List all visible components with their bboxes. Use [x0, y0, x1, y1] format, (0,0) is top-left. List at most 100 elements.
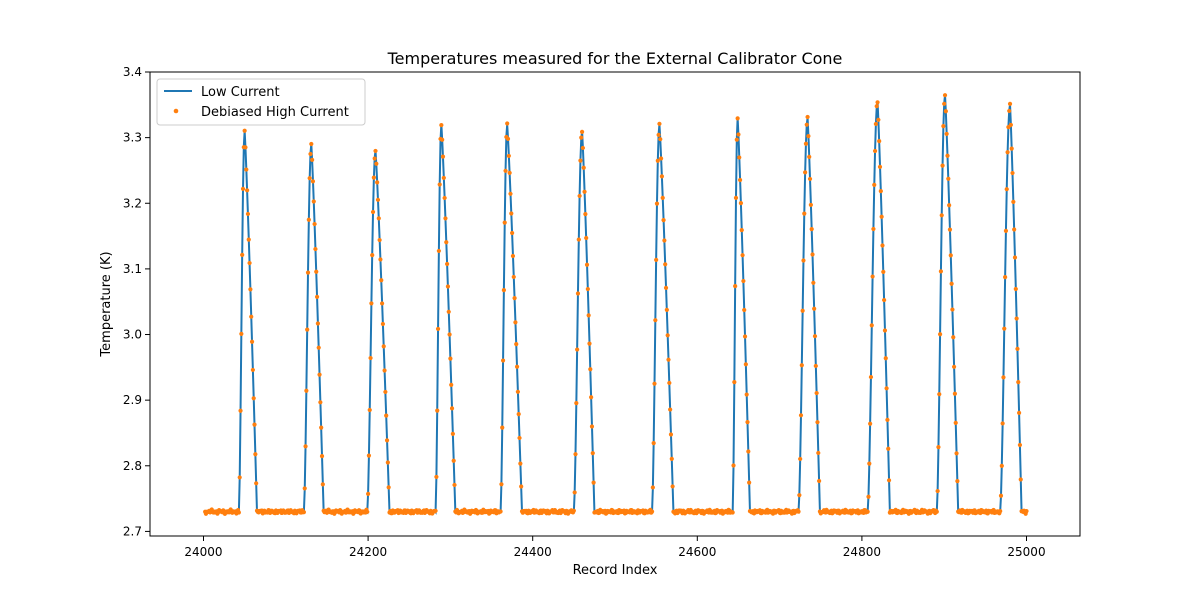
- x-tick-label: 24000: [184, 545, 222, 559]
- scatter-point: [240, 186, 246, 191]
- scatter-point: [883, 356, 888, 361]
- scatter-point: [452, 482, 457, 488]
- scatter-point: [810, 252, 815, 257]
- scatter-point: [660, 195, 665, 200]
- scatter-point: [310, 179, 316, 184]
- scatter-point: [303, 444, 308, 449]
- scatter-point: [934, 509, 939, 514]
- scatter-point: [370, 209, 376, 215]
- scatter-point: [437, 182, 442, 187]
- legend: Low Current Debiased High Current: [156, 78, 366, 126]
- scatter-point: [576, 237, 581, 242]
- scatter-point: [1003, 228, 1009, 233]
- scatter-point: [814, 390, 819, 396]
- y-tick-label: 3.1: [123, 262, 142, 276]
- scatter-point: [446, 309, 451, 314]
- scatter-point: [662, 238, 667, 243]
- scatter-point: [869, 323, 874, 328]
- scatter-point: [651, 440, 656, 446]
- x-tick-label: 24800: [843, 545, 881, 559]
- scatter-point: [868, 421, 873, 426]
- scatter-point: [385, 460, 390, 465]
- scatter-point: [666, 357, 671, 362]
- scatter-point: [665, 333, 670, 338]
- scatter-point: [245, 188, 250, 193]
- scatter-point: [498, 509, 503, 514]
- scatter-point: [253, 452, 258, 457]
- scatter-point: [365, 509, 370, 514]
- scatter-point: [658, 137, 663, 142]
- scatter-point: [509, 211, 514, 216]
- scatter-point: [444, 240, 449, 245]
- scatter-point: [738, 177, 743, 183]
- scatter-point: [302, 486, 307, 491]
- scatter-point: [742, 334, 748, 339]
- scatter-point: [386, 485, 391, 490]
- scatter-point: [301, 510, 306, 515]
- legend-scatter-swatch: [173, 108, 179, 114]
- scatter-point: [449, 382, 454, 387]
- scatter-point: [796, 509, 801, 514]
- scatter-point: [375, 197, 381, 202]
- scatter-point: [949, 281, 954, 286]
- scatter-point: [436, 248, 441, 254]
- scatter-point: [1024, 509, 1029, 514]
- scatter-point: [577, 193, 582, 199]
- scatter-point: [499, 482, 504, 487]
- scatter-point: [668, 407, 673, 412]
- scatter-point: [368, 355, 373, 361]
- scatter-point: [740, 253, 745, 258]
- scatter-point: [812, 306, 817, 311]
- scatter-point: [500, 358, 506, 363]
- scatter-point: [314, 269, 319, 274]
- scatter-point: [802, 211, 807, 216]
- scatter-point: [320, 482, 325, 487]
- scatter-point: [945, 153, 950, 158]
- scatter-point: [998, 493, 1004, 498]
- scatter-point: [803, 141, 809, 146]
- scatter-point: [886, 478, 892, 483]
- scatter-point: [937, 392, 942, 397]
- scatter-point: [1017, 442, 1023, 448]
- scatter-point: [1015, 346, 1020, 351]
- scatter-point: [669, 456, 674, 461]
- scatter-point: [946, 176, 951, 181]
- scatter-point: [514, 364, 520, 369]
- scatter-point: [440, 154, 446, 159]
- plot-area: [203, 93, 1029, 516]
- scatter-point: [1009, 146, 1014, 151]
- scatter-point: [373, 148, 378, 154]
- scatter-point: [797, 493, 802, 498]
- scatter-point: [747, 480, 752, 485]
- scatter-point: [590, 451, 595, 456]
- scatter-point: [240, 252, 245, 257]
- scatter-point: [1004, 187, 1009, 192]
- scatter-point: [866, 494, 871, 499]
- scatter-point: [371, 175, 376, 180]
- scatter-point: [435, 326, 441, 332]
- scatter-point: [574, 401, 579, 406]
- scatter-point: [874, 104, 879, 109]
- scatter-point: [661, 217, 666, 223]
- y-tick-label: 2.7: [123, 524, 142, 538]
- scatter-point: [247, 260, 252, 266]
- scatter-point: [812, 334, 818, 339]
- scatter-point: [886, 446, 891, 451]
- scatter-point: [657, 121, 662, 126]
- scatter-point: [663, 285, 669, 290]
- scatter-point: [816, 450, 821, 456]
- scatter-point: [815, 420, 820, 425]
- scatter-point: [503, 168, 508, 173]
- scatter-point: [433, 508, 438, 513]
- scatter-point: [804, 122, 809, 127]
- scatter-point: [882, 297, 887, 303]
- scatter-point: [998, 509, 1003, 514]
- scatter-point: [1012, 255, 1018, 260]
- scatter-point: [519, 484, 524, 489]
- scatter-point: [659, 174, 665, 179]
- scatter-point: [449, 406, 455, 411]
- scatter-point: [1018, 477, 1023, 482]
- scatter-point: [798, 413, 804, 418]
- scatter-point: [440, 137, 445, 142]
- scatter-point: [517, 435, 522, 441]
